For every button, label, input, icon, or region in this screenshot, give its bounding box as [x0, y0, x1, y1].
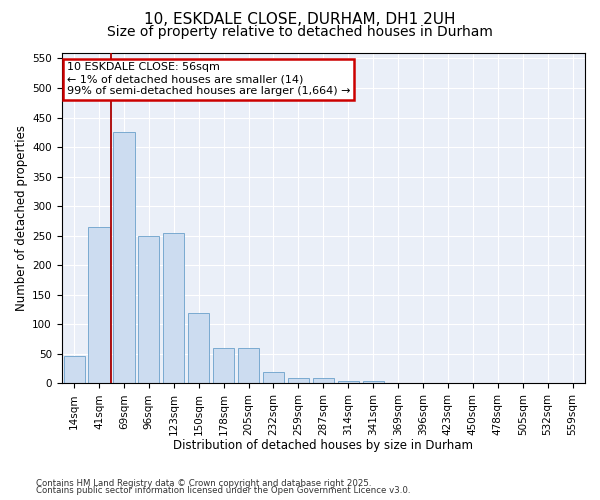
Bar: [313, 378, 334, 384]
Bar: [238, 348, 259, 384]
Text: Size of property relative to detached houses in Durham: Size of property relative to detached ho…: [107, 25, 493, 39]
Bar: [113, 132, 134, 384]
Bar: [288, 378, 309, 384]
Text: Contains public sector information licensed under the Open Government Licence v3: Contains public sector information licen…: [36, 486, 410, 495]
Bar: [213, 348, 234, 384]
Text: Contains HM Land Registry data © Crown copyright and database right 2025.: Contains HM Land Registry data © Crown c…: [36, 478, 371, 488]
Text: 10, ESKDALE CLOSE, DURHAM, DH1 2UH: 10, ESKDALE CLOSE, DURHAM, DH1 2UH: [144, 12, 456, 28]
Bar: [138, 236, 160, 384]
Bar: [338, 380, 359, 384]
Text: 10 ESKDALE CLOSE: 56sqm
← 1% of detached houses are smaller (14)
99% of semi-det: 10 ESKDALE CLOSE: 56sqm ← 1% of detached…: [67, 62, 350, 96]
Y-axis label: Number of detached properties: Number of detached properties: [15, 125, 28, 311]
Bar: [188, 312, 209, 384]
Bar: [362, 380, 384, 384]
Bar: [163, 233, 184, 384]
Bar: [64, 356, 85, 384]
Bar: [88, 227, 110, 384]
Bar: [263, 372, 284, 384]
X-axis label: Distribution of detached houses by size in Durham: Distribution of detached houses by size …: [173, 440, 473, 452]
